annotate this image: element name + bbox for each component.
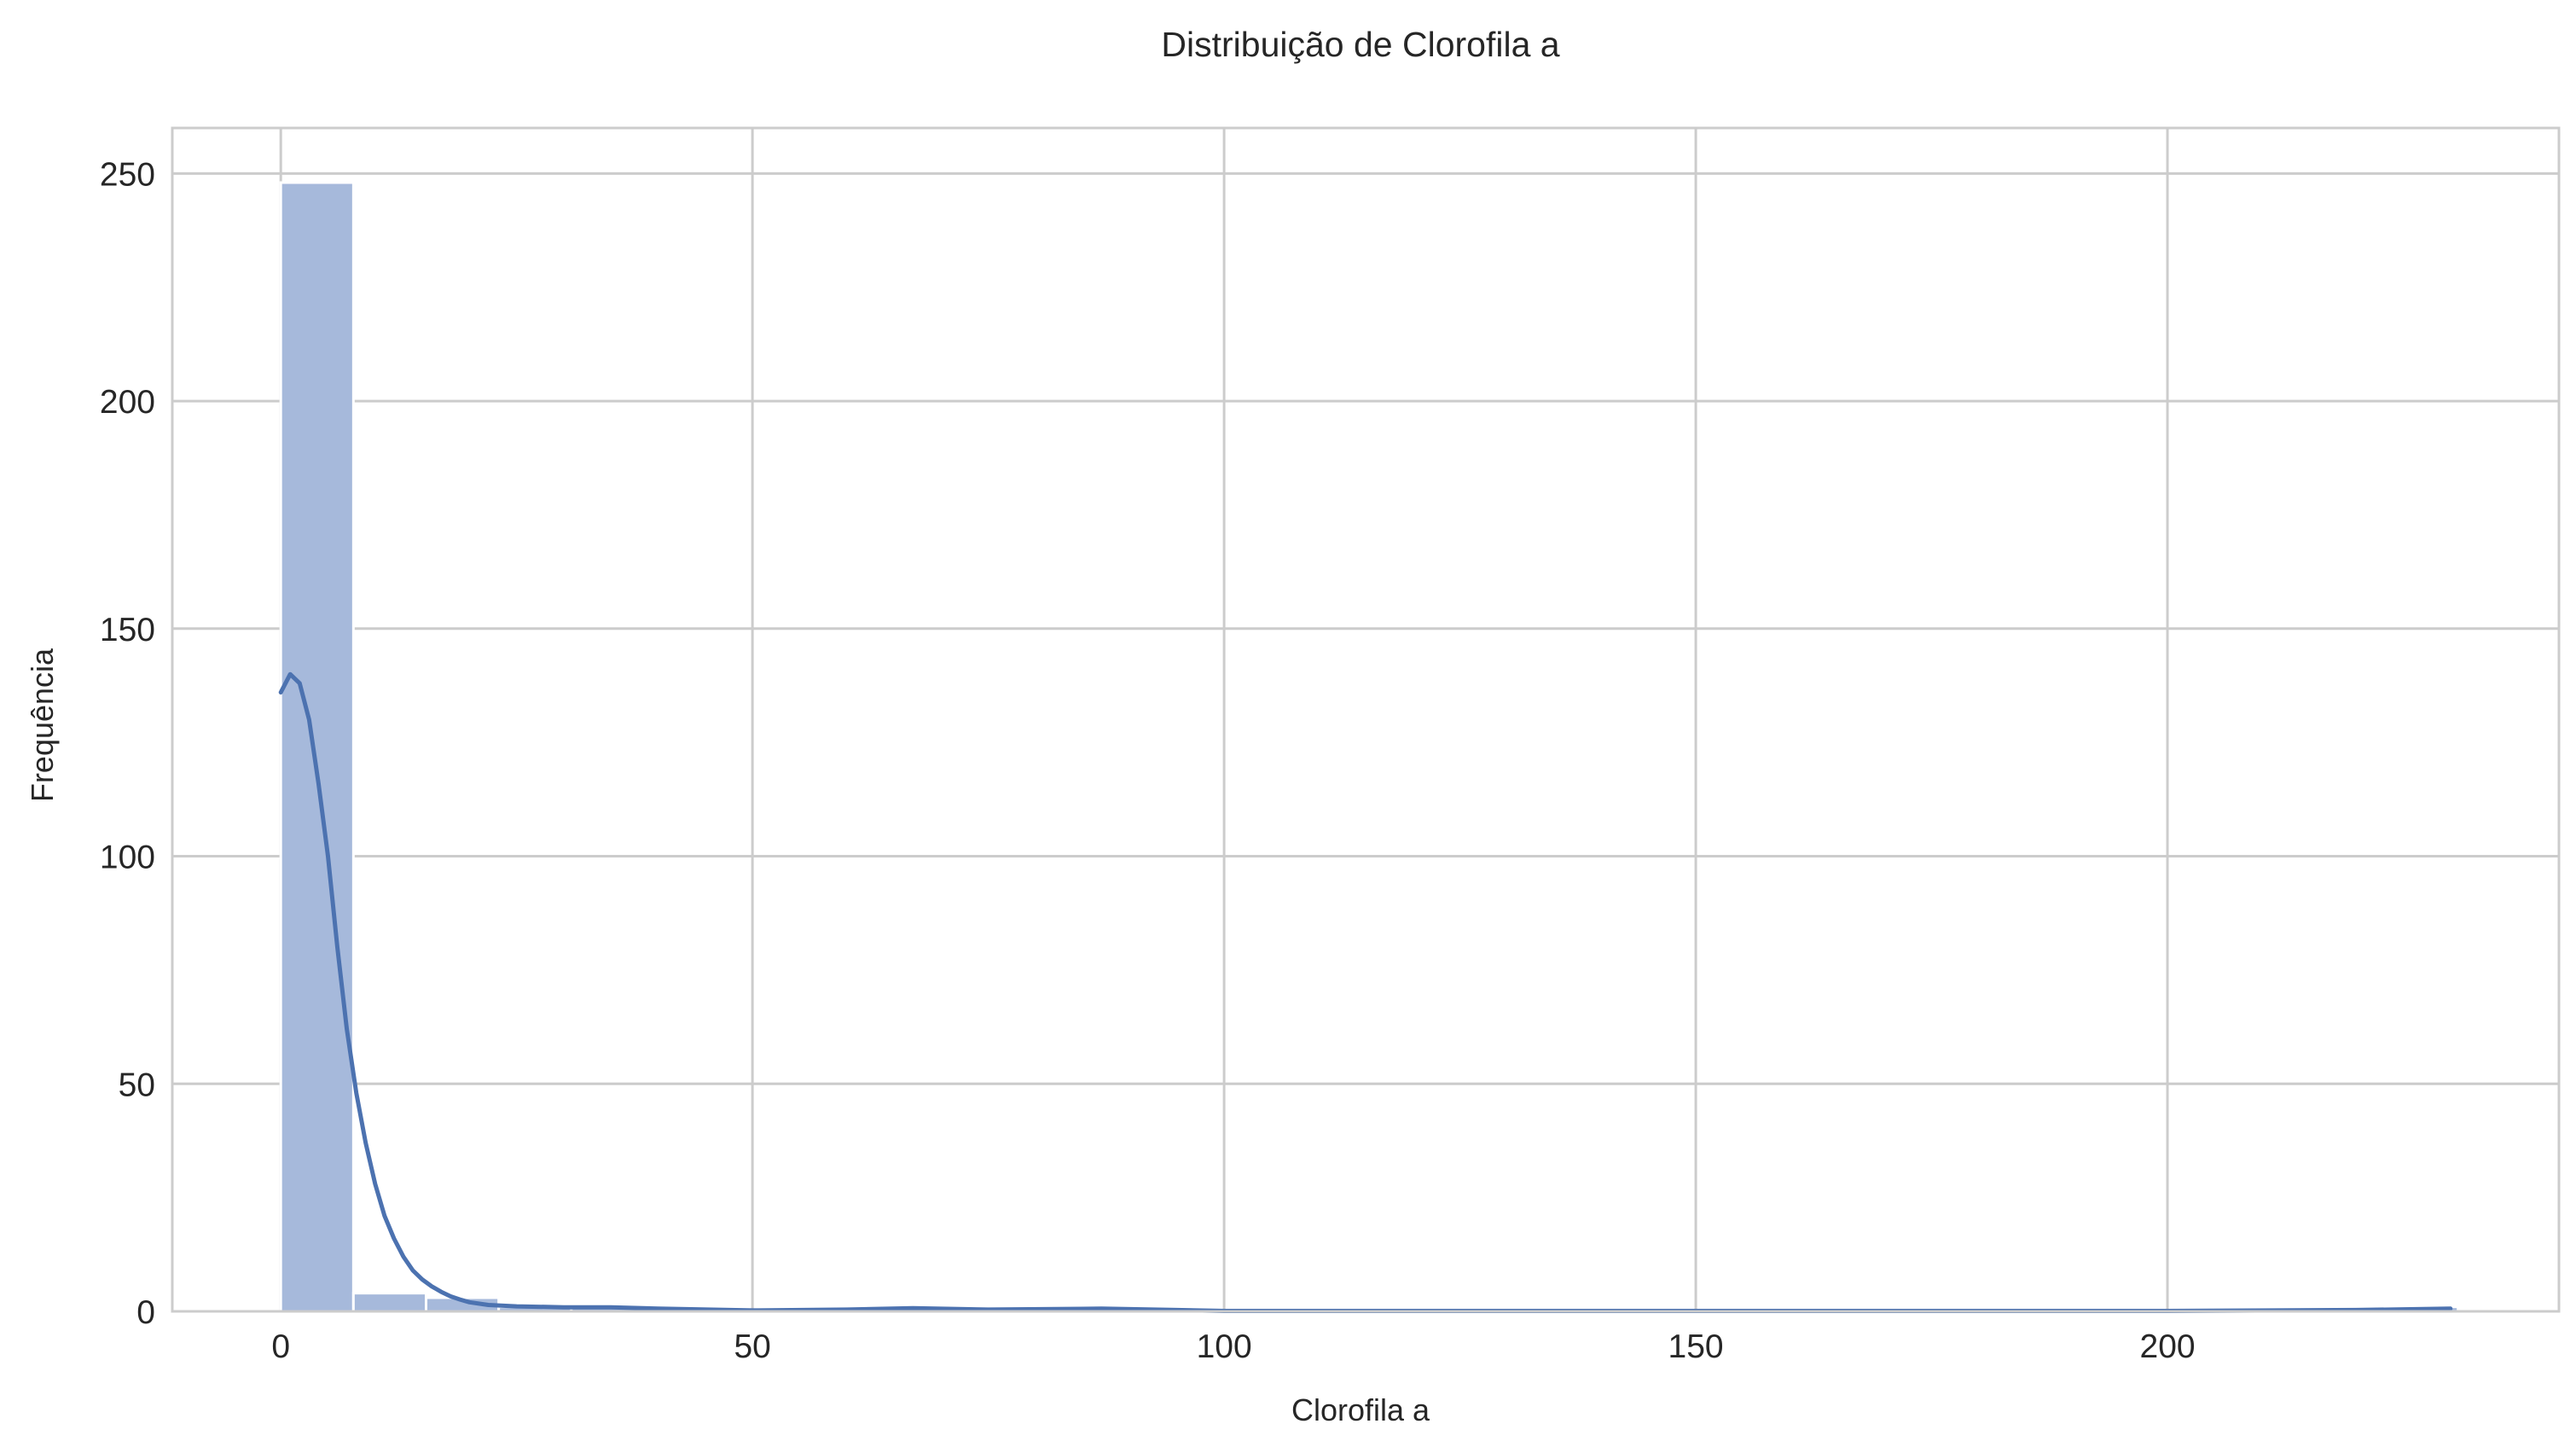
y-tick-label-1: 50 (119, 1067, 155, 1103)
x-tick-labels: 0 50 100 150 200 (271, 1328, 2195, 1365)
kde-curve (278, 671, 2453, 1313)
x-tick-label-2: 100 (1197, 1328, 1252, 1365)
x-axis-label: Clorofila a (1291, 1392, 1430, 1427)
histogram-bar-1 (351, 1292, 427, 1313)
x-tick-label-0: 0 (271, 1328, 290, 1365)
y-tick-label-0: 0 (136, 1294, 155, 1331)
x-tick-label-3: 150 (1668, 1328, 1724, 1365)
plot-frame (171, 126, 2561, 1313)
y-tick-label-4: 200 (100, 384, 155, 421)
y-axis-label: Frequência (25, 648, 60, 802)
grid (172, 128, 2559, 1313)
histogram-bars (279, 181, 2460, 1313)
x-tick-label-1: 50 (734, 1328, 770, 1365)
y-tick-labels: 0 50 100 150 200 250 (100, 156, 155, 1331)
y-tick-label-3: 150 (100, 612, 155, 648)
chart-title: Distribuição de Clorofila a (1161, 25, 1559, 64)
y-tick-label-2: 100 (100, 840, 155, 876)
y-tick-label-5: 250 (100, 156, 155, 193)
kde-curve-group (278, 671, 2453, 1313)
histogram-bar-0 (279, 181, 355, 1313)
x-tick-label-4: 200 (2140, 1328, 2196, 1365)
